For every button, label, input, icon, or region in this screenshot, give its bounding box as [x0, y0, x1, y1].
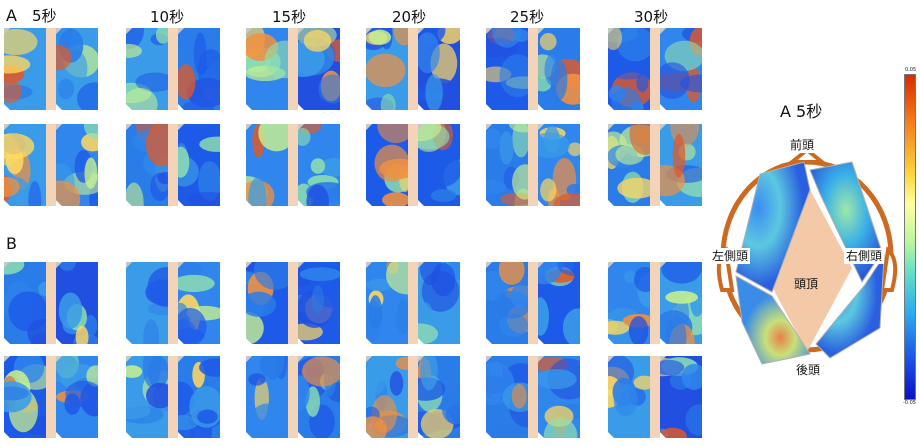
topography-map-b-bottom-10s [126, 356, 220, 438]
topography-map-a-top-30s [608, 28, 702, 110]
topography-map-b-top-15s [246, 262, 340, 344]
topography-map-a-top-20s [366, 28, 460, 110]
topography-map-b-bottom-5s [4, 356, 98, 438]
topography-map-b-top-25s [486, 262, 580, 344]
head-label-front: 前頭 [788, 137, 817, 153]
topography-map-b-top-30s [608, 262, 702, 344]
color-scale-bar [904, 74, 916, 400]
time-label-25s: 25秒 [510, 8, 545, 26]
head-label-left: 左側頭 [710, 248, 751, 264]
section-label-b: B [6, 234, 17, 253]
topography-map-a-top-10s [126, 28, 220, 110]
topography-map-a-top-15s [246, 28, 340, 110]
head-label-top: 頭頂 [794, 277, 819, 291]
topography-map-b-bottom-15s [246, 356, 340, 438]
topography-map-a-top-5s [4, 28, 98, 110]
topography-map-a-bottom-30s [608, 124, 702, 206]
head-view-title: A 5秒 [780, 102, 823, 121]
colorbar-bottom-label: -0.05 [903, 400, 916, 406]
head-label-back: 後頭 [794, 362, 823, 378]
topography-map-a-bottom-20s [366, 124, 460, 206]
topography-map-a-top-25s [486, 28, 580, 110]
time-label-20s: 20秒 [392, 8, 427, 26]
topography-map-b-top-20s [366, 262, 460, 344]
topography-map-a-bottom-10s [126, 124, 220, 206]
time-label-15s: 15秒 [272, 8, 307, 26]
topography-map-b-bottom-25s [486, 356, 580, 438]
topography-map-a-bottom-25s [486, 124, 580, 206]
head-diagram [716, 147, 898, 365]
topography-map-b-bottom-20s [366, 356, 460, 438]
topography-map-b-top-10s [126, 262, 220, 344]
time-label-5s: 5秒 [32, 7, 57, 25]
time-label-10s: 10秒 [150, 8, 185, 26]
topography-map-a-bottom-5s [4, 124, 98, 206]
time-label-30s: 30秒 [634, 8, 669, 26]
topography-map-a-bottom-15s [246, 124, 340, 206]
head-label-right: 右側頭 [844, 248, 885, 264]
colorbar-top-label: 0.05 [905, 67, 917, 73]
section-label-a: A [6, 6, 17, 25]
topography-map-b-bottom-30s [608, 356, 702, 438]
topography-map-b-top-5s [4, 262, 98, 344]
